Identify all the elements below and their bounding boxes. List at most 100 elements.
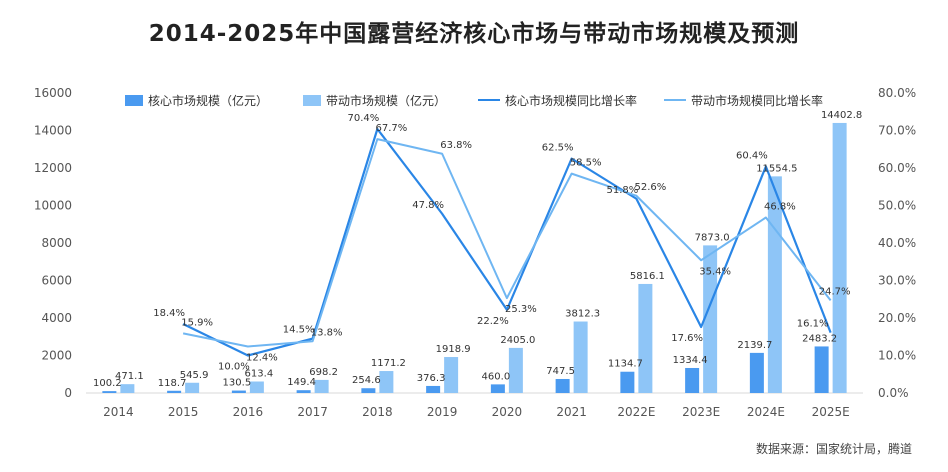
y-left-tick-label: 8000 [41,236,72,250]
line-data-label: 16.1% [797,319,829,330]
legend-label: 核心市场规模（亿元） [148,93,268,108]
y-left-tick-label: 12000 [34,161,72,175]
y-right-tick-label: 20.0% [878,311,916,325]
source-note: 数据来源：国家统计局，腾道 [755,442,912,456]
x-tick-label: 2019 [427,405,458,419]
bar-core [167,390,182,393]
x-tick-label: 2023E [682,405,720,419]
line-data-label: 70.4% [347,113,379,124]
line-data-label: 58.5% [570,158,602,169]
bar-core [620,371,635,393]
bar-driven [508,347,523,393]
y-right-tick-label: 60.0% [878,161,916,175]
bar-driven [767,176,782,393]
legend-label: 核心市场规模同比增长率 [505,93,637,108]
bar-data-label: 2405.0 [500,335,535,346]
legend-label: 带动市场规模同比增长率 [691,93,823,108]
bar-driven [832,122,847,393]
bar-driven [444,357,459,393]
line-data-label: 62.5% [542,143,574,154]
bar-core [685,367,700,393]
legend-label: 带动市场规模（亿元） [326,93,446,108]
bar-driven [573,321,588,393]
bar-data-label: 376.3 [417,373,446,384]
bar-core [490,384,505,393]
y-right-tick-label: 0.0% [878,386,909,400]
bar-driven [249,381,264,393]
bar-data-label: 545.9 [180,370,209,381]
line-data-label: 35.4% [699,266,731,277]
bar-data-label: 14402.8 [821,110,862,121]
line-data-label: 13.8% [311,327,343,338]
bar-driven [120,384,135,393]
bar-data-label: 460.0 [482,371,511,382]
y-right-tick-label: 70.0% [878,124,916,138]
bar-data-label: 1134.7 [608,359,643,370]
y-right-tick-label: 30.0% [878,274,916,288]
line-data-label: 25.3% [505,304,537,315]
x-tick-label: 2021 [556,405,587,419]
y-left-tick-label: 10000 [34,199,72,213]
x-tick-label: 2022E [617,405,655,419]
bar-data-label: 1334.4 [673,355,708,366]
bar-core [361,388,376,393]
line-data-label: 17.6% [671,333,703,344]
y-right-tick-label: 50.0% [878,199,916,213]
legend-swatch [303,95,321,106]
y-right-tick-label: 40.0% [878,236,916,250]
x-tick-label: 2020 [492,405,523,419]
line-data-label: 52.6% [634,182,666,193]
line-core-growth [182,127,832,357]
x-tick-label: 2014 [103,405,134,419]
y-left-tick-label: 0 [64,386,72,400]
bar-data-label: 2139.7 [737,340,772,351]
bar-core [749,352,764,393]
y-left-tick-label: 2000 [41,349,72,363]
bar-core [102,391,117,393]
bar-data-label: 2483.2 [802,333,837,344]
bar-data-label: 613.4 [245,368,274,379]
bar-data-label: 149.4 [287,377,316,388]
y-right-tick-label: 80.0% [878,86,916,100]
bar-driven [185,382,200,393]
y-left-tick-label: 4000 [41,311,72,325]
bar-data-label: 130.5 [223,378,252,389]
bar-data-label: 11554.5 [756,163,797,174]
line-data-label: 18.4% [153,308,185,319]
x-tick-label: 2015 [168,405,199,419]
y-left-tick-label: 16000 [34,86,72,100]
line-data-label: 63.8% [440,140,472,151]
bar-data-label: 3812.3 [565,309,600,320]
line-data-label: 14.5% [283,325,315,336]
y-left-tick-label: 14000 [34,124,72,138]
line-data-label: 24.7% [819,286,851,297]
bar-data-label: 1918.9 [436,344,471,355]
bar-core [296,390,311,393]
line-data-label: 51.8% [606,185,638,196]
bar-data-label: 7873.0 [695,232,730,243]
line-data-label: 22.2% [477,316,509,327]
line-data-label: 12.4% [246,353,278,364]
bar-data-label: 698.2 [309,367,338,378]
legend-swatch [125,95,143,106]
bar-driven [379,371,394,393]
bar-data-label: 254.6 [352,375,381,386]
bar-core [814,346,829,393]
line-data-label: 47.8% [412,200,444,211]
line-data-label: 10.0% [218,362,250,373]
bar-driven [638,283,653,393]
x-tick-label: 2018 [362,405,393,419]
bar-core [426,385,441,393]
x-tick-label: 2017 [297,405,328,419]
bar-data-label: 1171.2 [371,358,406,369]
bar-driven [314,379,329,393]
bar-core [231,390,246,393]
bar-data-label: 747.5 [546,366,575,377]
y-left-tick-label: 6000 [41,274,72,288]
x-tick-label: 2025E [812,405,850,419]
line-data-label: 60.4% [736,151,768,162]
bar-data-label: 100.2 [93,378,122,389]
bar-data-label: 471.1 [115,371,144,382]
line-driven-growth [182,138,832,348]
